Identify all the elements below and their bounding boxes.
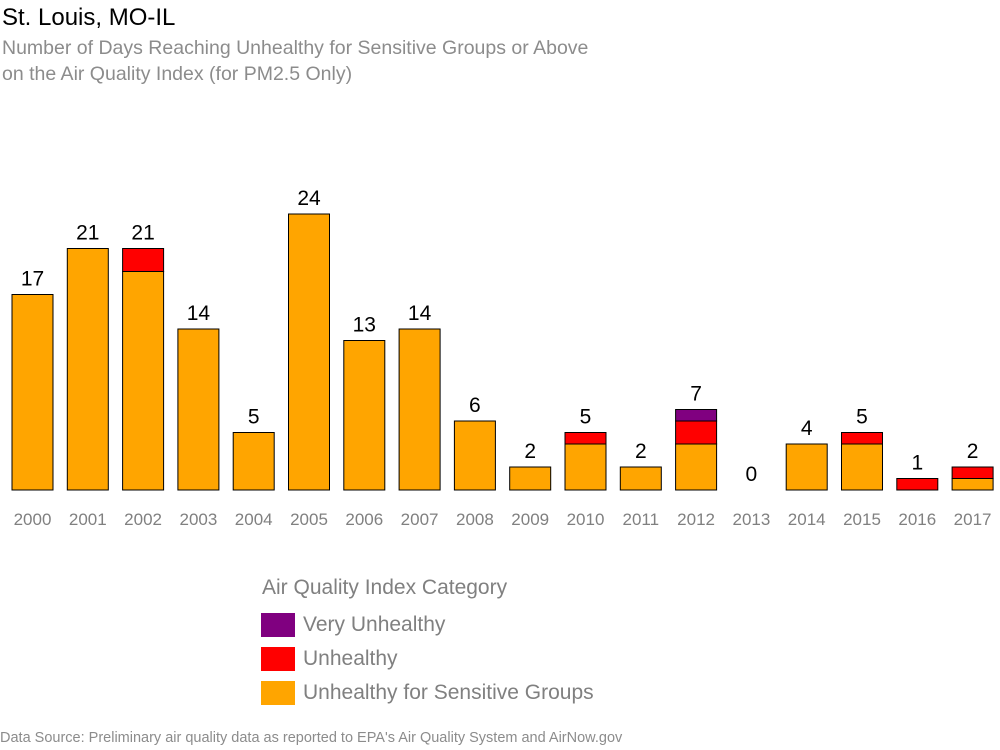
x-tick-label-2008: 2008: [456, 510, 494, 529]
bar-2011-series-0: [619, 466, 662, 491]
data-label-2017: 2: [967, 440, 979, 463]
x-tick-label-2000: 2000: [14, 510, 52, 529]
bar-2010-series-1: [564, 432, 607, 445]
bar-2001-series-0: [66, 248, 109, 491]
x-tick-label-2013: 2013: [732, 510, 770, 529]
bar-2009-series-0: [509, 466, 552, 491]
data-label-2011: 2: [635, 440, 647, 463]
data-label-2016: 1: [911, 452, 923, 475]
legend-item-very-unhealthy: Very Unhealthy: [261, 612, 445, 638]
x-tick-label-2011: 2011: [623, 510, 660, 529]
x-tick-label-2004: 2004: [235, 510, 273, 529]
chart-title: St. Louis, MO-IL: [2, 4, 176, 31]
bar-2000-series-0: [11, 294, 54, 491]
data-label-2004: 5: [248, 406, 260, 429]
data-label-2001: 21: [76, 222, 99, 245]
bar-chart: 1720002120012120021420035200424200513200…: [11, 187, 994, 529]
x-tick-label-2015: 2015: [843, 510, 881, 529]
legend-title: Air Quality Index Category: [262, 576, 508, 599]
x-tick-label-2017: 2017: [954, 510, 992, 529]
data-label-2006: 13: [353, 314, 376, 337]
legend-label-very-unhealthy: Very Unhealthy: [303, 613, 446, 636]
data-label-2015: 5: [856, 406, 868, 429]
data-label-2002: 21: [131, 222, 154, 245]
data-label-2014: 4: [801, 417, 813, 440]
data-label-2005: 24: [297, 187, 321, 210]
legend-item-unhealthy-sensitive: Unhealthy for Sensitive Groups: [261, 680, 594, 706]
data-label-2000: 17: [21, 268, 44, 291]
bar-2016-series-1: [896, 478, 939, 491]
bar-2015-series-1: [841, 432, 883, 445]
legend-item-unhealthy: Unhealthy: [261, 646, 398, 672]
bar-2017-series-0: [951, 478, 994, 491]
legend-swatch-very-unhealthy: [261, 613, 295, 637]
chart-subtitle-line-1: Number of Days Reaching Unhealthy for Se…: [2, 37, 589, 59]
x-tick-label-2005: 2005: [290, 510, 328, 529]
data-label-2010: 5: [580, 406, 592, 429]
legend-label-unhealthy: Unhealthy: [303, 647, 398, 670]
data-label-2009: 2: [524, 440, 536, 463]
bar-2012-series-2: [675, 409, 718, 422]
x-tick-label-2007: 2007: [401, 510, 439, 529]
x-tick-label-2006: 2006: [345, 510, 383, 529]
bar-2002-series-0: [122, 271, 165, 491]
bar-2017-series-1: [951, 466, 994, 479]
x-tick-label-2001: 2001: [69, 510, 107, 529]
bar-2012-series-1: [675, 420, 718, 445]
data-label-2003: 14: [187, 302, 211, 325]
x-tick-label-2009: 2009: [511, 510, 549, 529]
bar-2015-series-0: [841, 443, 883, 491]
bar-2002-series-1: [122, 248, 165, 272]
bar-2014-series-0: [785, 443, 828, 491]
x-tick-label-2003: 2003: [179, 510, 217, 529]
x-tick-label-2002: 2002: [124, 510, 162, 529]
chart-subtitle-line-2: on the Air Quality Index (for PM2.5 Only…: [2, 63, 353, 85]
bar-2012-series-0: [675, 443, 718, 491]
legend-swatch-unhealthy: [261, 647, 295, 671]
data-label-2012: 7: [690, 383, 702, 406]
data-label-2008: 6: [469, 394, 481, 417]
data-label-2013: 0: [746, 463, 758, 486]
data-source-note: Data Source: Preliminary air quality dat…: [0, 730, 623, 746]
bar-2008-series-0: [453, 420, 496, 491]
bar-2007-series-0: [398, 328, 441, 491]
bar-2010-series-0: [564, 443, 607, 491]
x-tick-label-2016: 2016: [898, 510, 936, 529]
bar-2003-series-0: [177, 328, 220, 491]
bar-2005-series-0: [288, 213, 330, 491]
x-tick-label-2010: 2010: [567, 510, 605, 529]
x-tick-label-2014: 2014: [788, 510, 826, 529]
x-tick-label-2012: 2012: [677, 510, 715, 529]
data-label-2007: 14: [408, 302, 432, 325]
bar-2004-series-0: [232, 432, 275, 491]
legend-label-unhealthy-sensitive: Unhealthy for Sensitive Groups: [303, 681, 594, 704]
legend-swatch-unhealthy-sensitive: [261, 681, 295, 705]
bar-2006-series-0: [343, 340, 386, 491]
